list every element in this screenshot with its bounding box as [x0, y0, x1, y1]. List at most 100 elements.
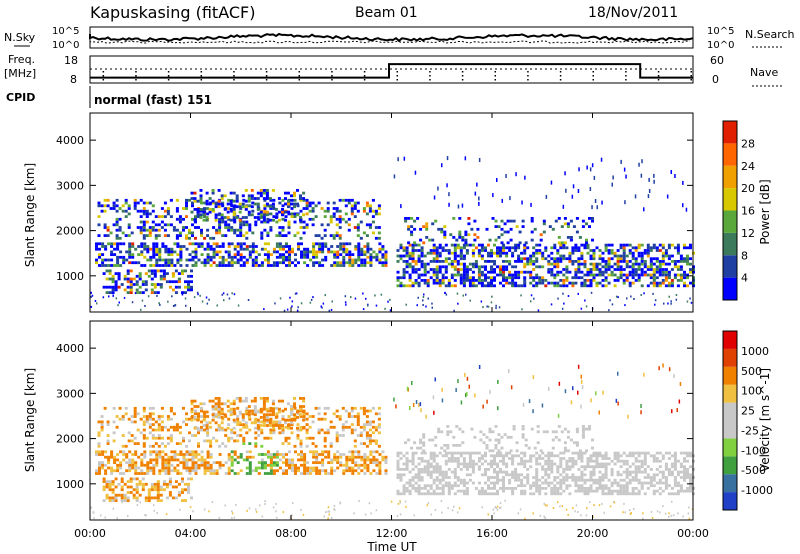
power-cell — [103, 234, 107, 237]
velocity-cell — [97, 434, 101, 437]
velocity-cell — [287, 436, 291, 440]
velocity-cell — [368, 423, 372, 426]
velocity-cell — [687, 512, 690, 515]
power-cell — [538, 251, 542, 255]
velocity-cell — [640, 481, 644, 485]
velocity-cell — [116, 458, 120, 462]
power-cell — [496, 251, 499, 255]
velocity-cell — [133, 415, 137, 418]
velocity-cell — [236, 420, 240, 424]
velocity-cell — [595, 481, 599, 485]
velocity-cell — [220, 421, 224, 425]
power-cell — [248, 255, 252, 259]
velocity-cell — [135, 482, 139, 486]
power-cell — [161, 258, 165, 262]
velocity-cell — [202, 418, 206, 422]
power-cell — [128, 255, 132, 259]
power-cell — [142, 223, 146, 227]
velocity-cell — [553, 462, 557, 466]
power-cell — [172, 226, 176, 229]
velocity-cell — [535, 473, 539, 477]
power-cell — [233, 293, 236, 296]
velocity-cell — [160, 436, 164, 440]
velocity-cell — [566, 430, 570, 434]
power-cell — [420, 249, 424, 252]
velocity-cell — [111, 482, 115, 486]
velocity-cell — [236, 417, 240, 421]
velocity-cell — [101, 450, 105, 454]
power-cell — [414, 243, 418, 247]
velocity-cell — [214, 421, 218, 425]
power-cell — [622, 254, 626, 258]
velocity-cell — [447, 507, 449, 510]
power-cell — [344, 198, 348, 202]
power-cell — [145, 212, 149, 216]
velocity-cell — [637, 454, 641, 458]
power-cell — [508, 281, 512, 285]
velocity-cell — [176, 472, 180, 475]
power-cell — [324, 245, 328, 248]
velocity-cell — [622, 451, 626, 455]
power-cell — [339, 247, 343, 251]
velocity-cell — [535, 451, 539, 455]
velocity-cell — [335, 415, 339, 418]
power-cell — [604, 276, 608, 280]
velocity-cell — [460, 400, 463, 405]
power-cell — [670, 243, 674, 247]
velocity-cell — [255, 508, 257, 511]
power-cell — [140, 253, 144, 256]
velocity-cell — [607, 478, 611, 482]
velocity-cell — [429, 473, 433, 477]
velocity-cell — [309, 466, 313, 470]
velocity-cell — [589, 489, 593, 493]
velocity-cell — [253, 413, 257, 417]
power-cell — [446, 156, 449, 161]
power-cell — [575, 217, 579, 220]
power-cell — [448, 192, 450, 197]
velocity-cell — [197, 453, 201, 456]
power-cell — [414, 262, 418, 266]
velocity-cell — [496, 465, 499, 469]
power-cell — [142, 207, 146, 210]
velocity-cell — [174, 496, 178, 500]
power-cell — [580, 243, 584, 247]
power-cell — [450, 260, 454, 263]
velocity-cell — [532, 409, 534, 414]
velocity-cell — [444, 459, 448, 463]
power-cell — [122, 261, 126, 265]
power-cell — [167, 300, 169, 303]
power-cell — [185, 207, 188, 210]
power-cell — [172, 305, 175, 307]
power-cell — [429, 251, 433, 255]
power-cell — [634, 273, 638, 277]
velocity-cell — [464, 372, 466, 377]
velocity-cell — [152, 469, 156, 473]
power-cell — [422, 241, 426, 245]
velocity-cell — [514, 476, 518, 479]
power-cell — [291, 247, 294, 251]
power-cell — [155, 264, 159, 267]
velocity-cell — [592, 468, 596, 471]
power-cell — [178, 220, 182, 224]
power-cell — [667, 270, 671, 274]
velocity-cell — [625, 489, 629, 493]
velocity-cell — [215, 469, 219, 473]
velocity-cell — [356, 420, 360, 424]
velocity-cell — [288, 461, 291, 464]
velocity-cell — [365, 434, 369, 437]
velocity-cell — [157, 434, 161, 437]
power-cell — [461, 238, 465, 242]
velocity-cell — [232, 402, 236, 406]
power-cell — [106, 198, 110, 202]
velocity-cell — [423, 492, 427, 496]
velocity-cell — [271, 402, 275, 406]
velocity-cell — [646, 476, 650, 479]
velocity-cell — [266, 453, 270, 456]
velocity-cell — [624, 511, 626, 514]
velocity-cell — [462, 484, 466, 488]
velocity-cell — [568, 457, 572, 460]
power-cell — [260, 234, 264, 237]
velocity-cell — [572, 507, 574, 510]
power-cell — [503, 230, 507, 234]
velocity-cell — [233, 412, 237, 416]
